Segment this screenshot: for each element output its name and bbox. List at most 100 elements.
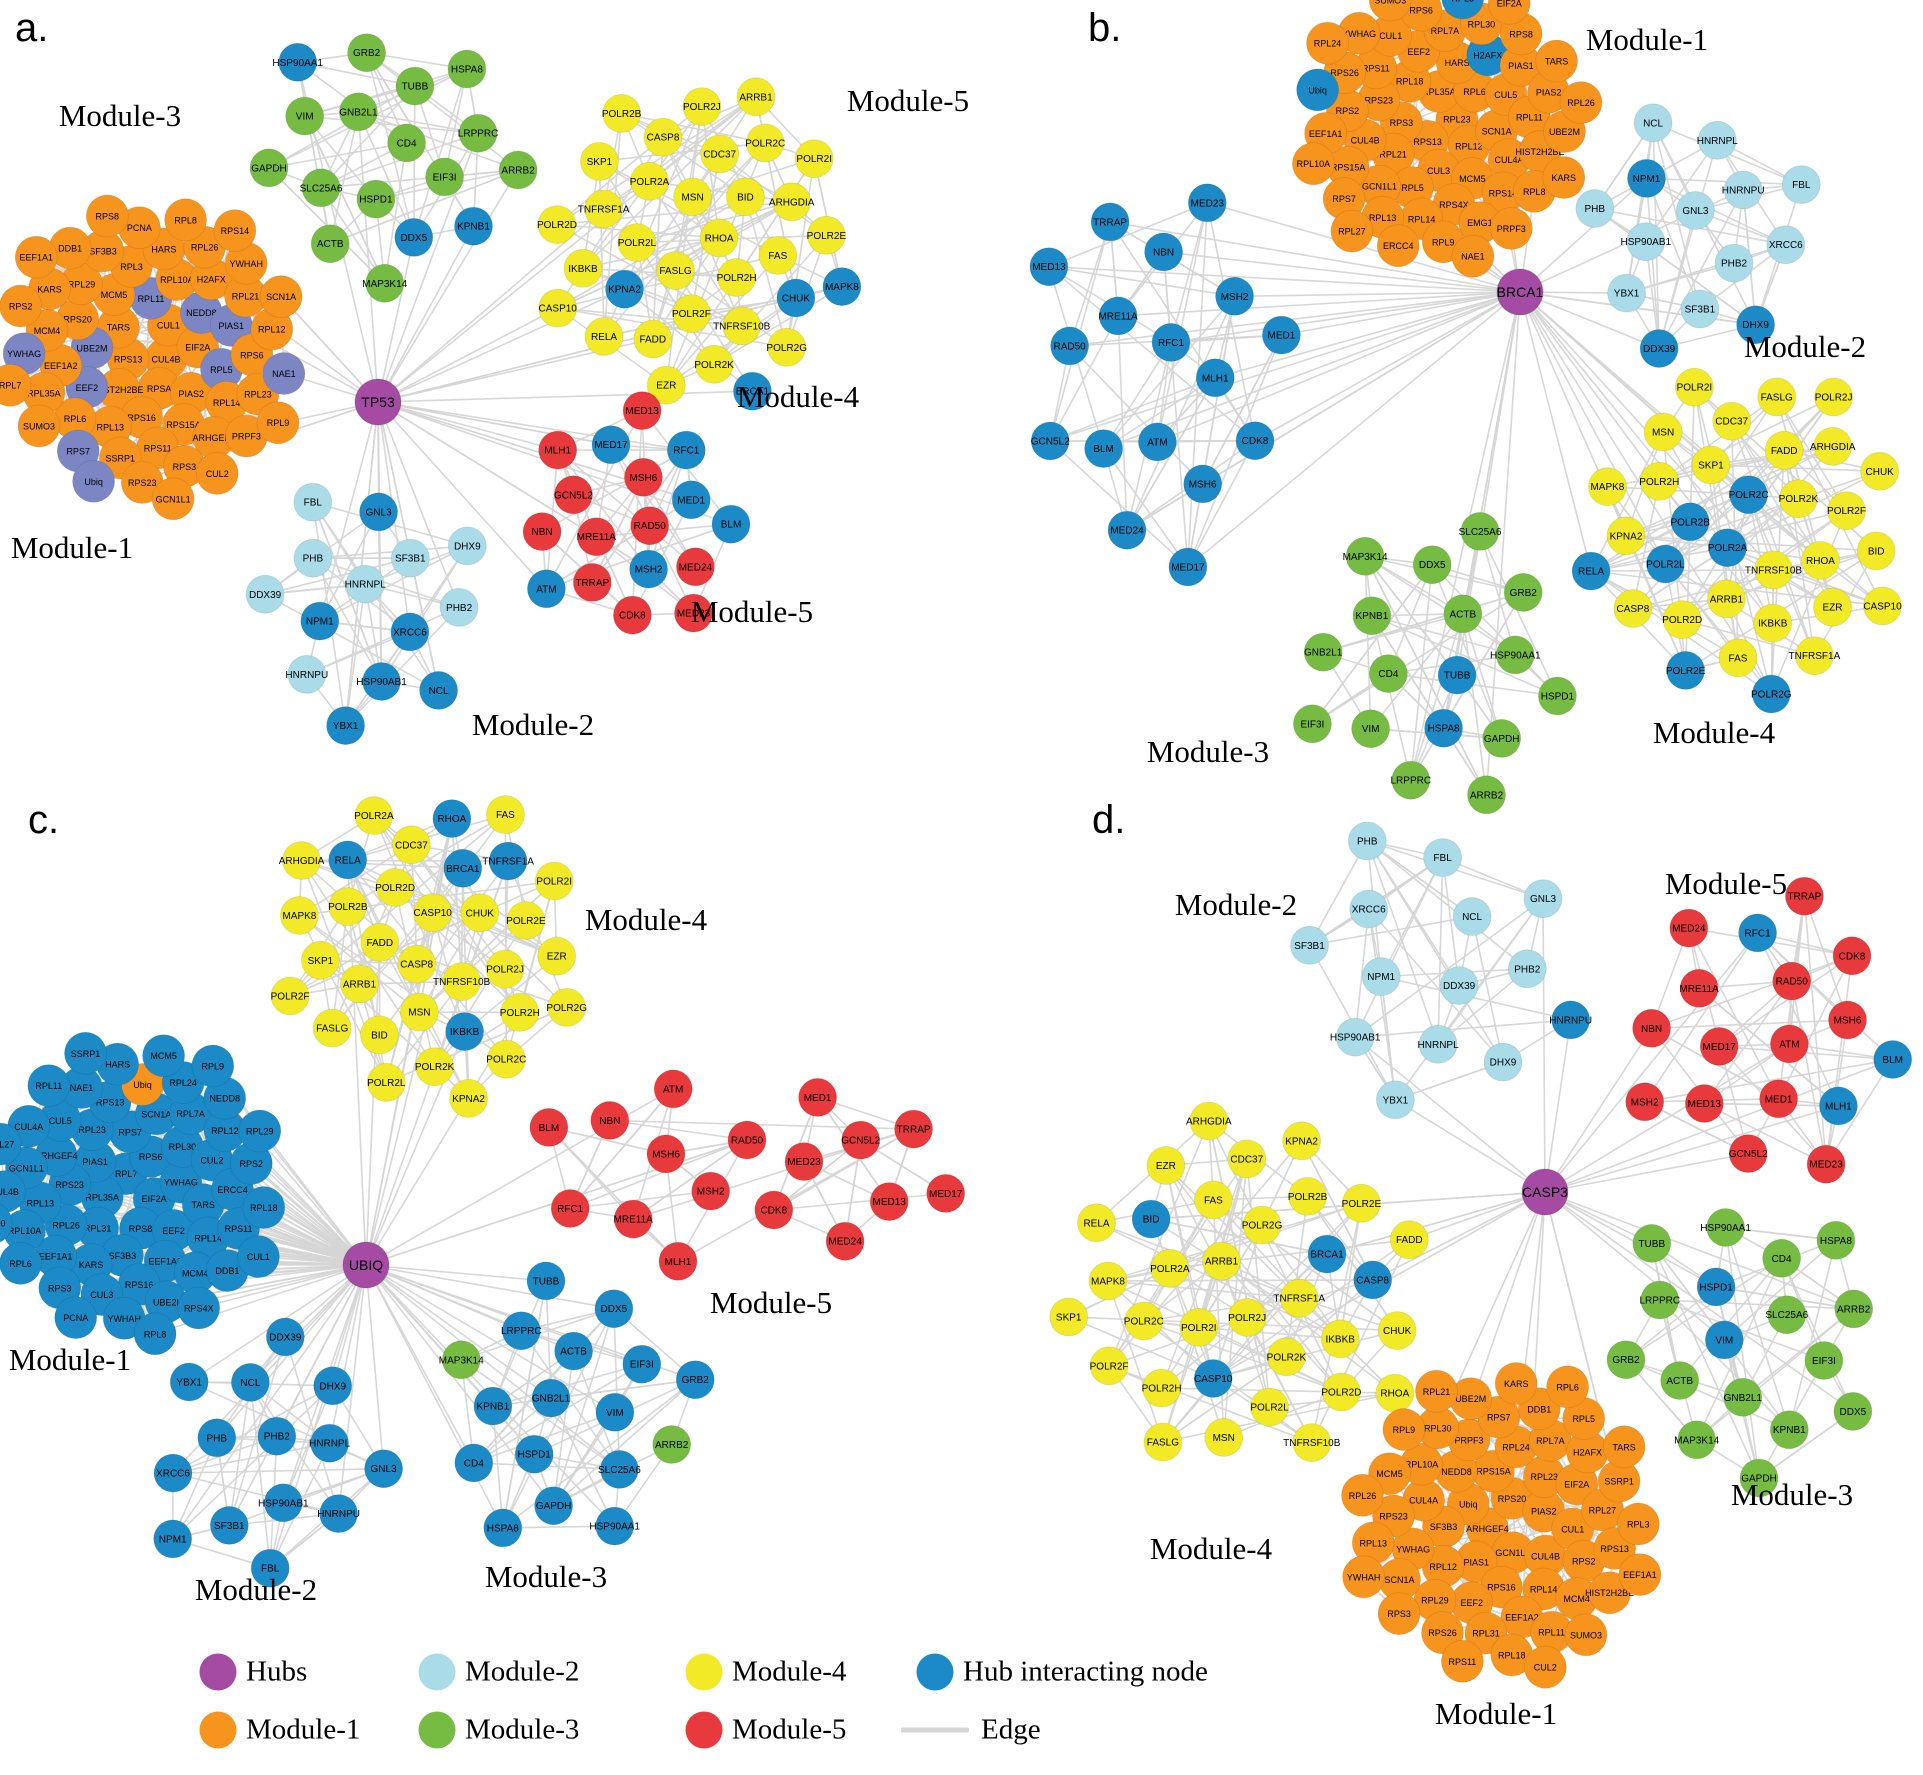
node-MED13: MED13: [1029, 247, 1069, 287]
node-VIM: VIM: [1351, 709, 1390, 749]
module-label-b4: Module-4: [1652, 715, 1776, 750]
node-SLC25A6: SLC25A6: [1765, 1295, 1809, 1335]
node-HSPA8: HSPA8: [483, 1508, 523, 1548]
node-EEF1A1: EEF1A1: [1618, 1553, 1662, 1596]
node-MAPK8: MAPK8: [279, 896, 319, 935]
node-POLR2F: POLR2F: [1090, 1346, 1129, 1386]
node-TNFRSF1A: TNFRSF1A: [1789, 636, 1841, 676]
hub-node-CASP3: CASP3: [1521, 1168, 1569, 1216]
node-POLR2H: POLR2H: [1142, 1368, 1182, 1408]
node-NPM1: NPM1: [1627, 158, 1666, 198]
node-CDC37: CDC37: [1712, 401, 1752, 441]
node-SKP1: SKP1: [1049, 1297, 1089, 1337]
node-CASP8: CASP8: [1353, 1260, 1393, 1300]
node-NCL: NCL: [1633, 103, 1673, 143]
node-POLR2J: POLR2J: [485, 949, 525, 989]
node-NAE1: NAE1: [262, 352, 306, 395]
node-RPL24: RPL24: [1306, 21, 1349, 65]
node-ARHGDIA: ARHGDIA: [1186, 1101, 1232, 1141]
node-NBN: NBN: [522, 512, 562, 551]
node-MED23: MED23: [1806, 1144, 1846, 1184]
node-POLR2D: POLR2D: [375, 868, 415, 907]
node-HSP90AB1: HSP90AB1: [1330, 1017, 1381, 1057]
node-SKP1: SKP1: [580, 141, 619, 181]
node-MAP3K14: MAP3K14: [1674, 1420, 1720, 1460]
node-ARRB2: ARRB2: [652, 1425, 692, 1464]
node-XRCC6: XRCC6: [153, 1453, 193, 1493]
node-RPL9: RPL9: [191, 1044, 235, 1088]
node-MAPK8: MAPK8: [1588, 467, 1627, 507]
module-label-a2: Module-2: [471, 707, 595, 742]
node-HSP90AB1: HSP90AB1: [1621, 222, 1672, 262]
node-POLR2L: POLR2L: [1646, 544, 1685, 584]
node-CASP10: CASP10: [413, 893, 452, 933]
node-CUL1: CUL1: [236, 1235, 280, 1278]
node-RELA: RELA: [1077, 1203, 1116, 1243]
node-GCN5L2: GCN5L2: [1729, 1134, 1768, 1173]
node-CASP10: CASP10: [1193, 1359, 1233, 1398]
hub-node-TP53: TP53: [354, 378, 402, 426]
node-SF3B1: SF3B1: [1680, 289, 1720, 329]
node-PHB: PHB: [293, 538, 333, 578]
node-POLR2H: POLR2H: [717, 258, 757, 297]
nodes: CUL4BRPS13CUL1RPSATARSEIF2AHIST2H2BERPL1…: [0, 0, 1913, 1689]
node-EIF3I: EIF3I: [1293, 704, 1332, 744]
node-NCL: NCL: [1452, 897, 1492, 936]
node-EIF3I: EIF3I: [425, 157, 465, 197]
node-CD4: CD4: [1762, 1238, 1801, 1278]
node-RELA: RELA: [1571, 551, 1611, 591]
node-ERCC4: ERCC4: [1376, 224, 1420, 268]
node-GAPDH: GAPDH: [534, 1486, 573, 1526]
node-DDX39: DDX39: [265, 1317, 305, 1357]
node-MSH2: MSH2: [691, 1171, 731, 1211]
node-SLC25A6: SLC25A6: [300, 168, 343, 208]
node-RPL6: RPL6: [0, 1242, 42, 1285]
node-HSP90AB1: HSP90AB1: [356, 662, 407, 701]
node-TNFRSF10B: TNFRSF10B: [1283, 1423, 1341, 1462]
node-TRRAP: TRRAP: [1090, 202, 1130, 242]
node-RPL3: RPL3: [1616, 1502, 1660, 1546]
node-SKP1: SKP1: [1691, 445, 1731, 485]
node-FAS: FAS: [485, 795, 525, 834]
node-LRPPRC: LRPPRC: [501, 1311, 542, 1351]
node-POLR2K: POLR2K: [415, 1047, 455, 1087]
node-RPL9: RPL9: [256, 401, 300, 445]
node-NCL: NCL: [419, 671, 459, 710]
hub-interacting-node-swatch-icon: [916, 1653, 954, 1691]
node-TNFRSF10B: TNFRSF10B: [1745, 550, 1802, 590]
node-POLR2J: POLR2J: [682, 87, 722, 126]
node-POLR2A: POLR2A: [630, 161, 670, 201]
node-MED13: MED13: [869, 1182, 909, 1221]
node-HNRNPU: HNRNPU: [285, 655, 328, 694]
node-POLR2I: POLR2I: [1179, 1307, 1219, 1347]
node-SKP1: SKP1: [300, 940, 340, 980]
node-HSP90AB1: HSP90AB1: [258, 1483, 309, 1523]
node-EIF3I: EIF3I: [622, 1344, 662, 1384]
node-HSPD1: HSPD1: [1696, 1267, 1736, 1307]
node-MRE11A: MRE11A: [614, 1199, 653, 1239]
node-MSH2: MSH2: [629, 549, 668, 589]
node-ACTB: ACTB: [1660, 1361, 1700, 1400]
node-RPL6: RPL6: [1546, 1365, 1589, 1409]
node-CD4: CD4: [454, 1443, 494, 1483]
node-PHB2: PHB2: [439, 588, 479, 627]
module2-swatch-icon: [418, 1653, 456, 1691]
panel-label-a: a.: [15, 6, 49, 50]
node-DHX9: DHX9: [1483, 1042, 1523, 1082]
node-PHB: PHB: [197, 1418, 237, 1458]
node-PHB: PHB: [1575, 189, 1615, 228]
node-TARS: TARS: [1535, 39, 1578, 83]
hub-node-UBIQ: UBIQ: [342, 1241, 390, 1289]
node-ATM: ATM: [653, 1069, 693, 1109]
node-HNRNPL: HNRNPL: [1697, 120, 1738, 160]
node-ARRB2: ARRB2: [1834, 1289, 1874, 1329]
module-label-d3: Module-3: [1730, 1477, 1854, 1512]
node-POLR2F: POLR2F: [672, 294, 711, 334]
node-NBN: NBN: [590, 1101, 630, 1140]
node-RPL9: RPL9: [1382, 1408, 1426, 1451]
node-FAS: FAS: [1194, 1180, 1233, 1220]
node-HSPD1: HSPD1: [1538, 676, 1577, 716]
node-TNFRSF1A: TNFRSF1A: [578, 189, 630, 229]
node-BRCA1: BRCA1: [733, 371, 772, 411]
node-IKBKB: IKBKB: [1320, 1319, 1360, 1359]
